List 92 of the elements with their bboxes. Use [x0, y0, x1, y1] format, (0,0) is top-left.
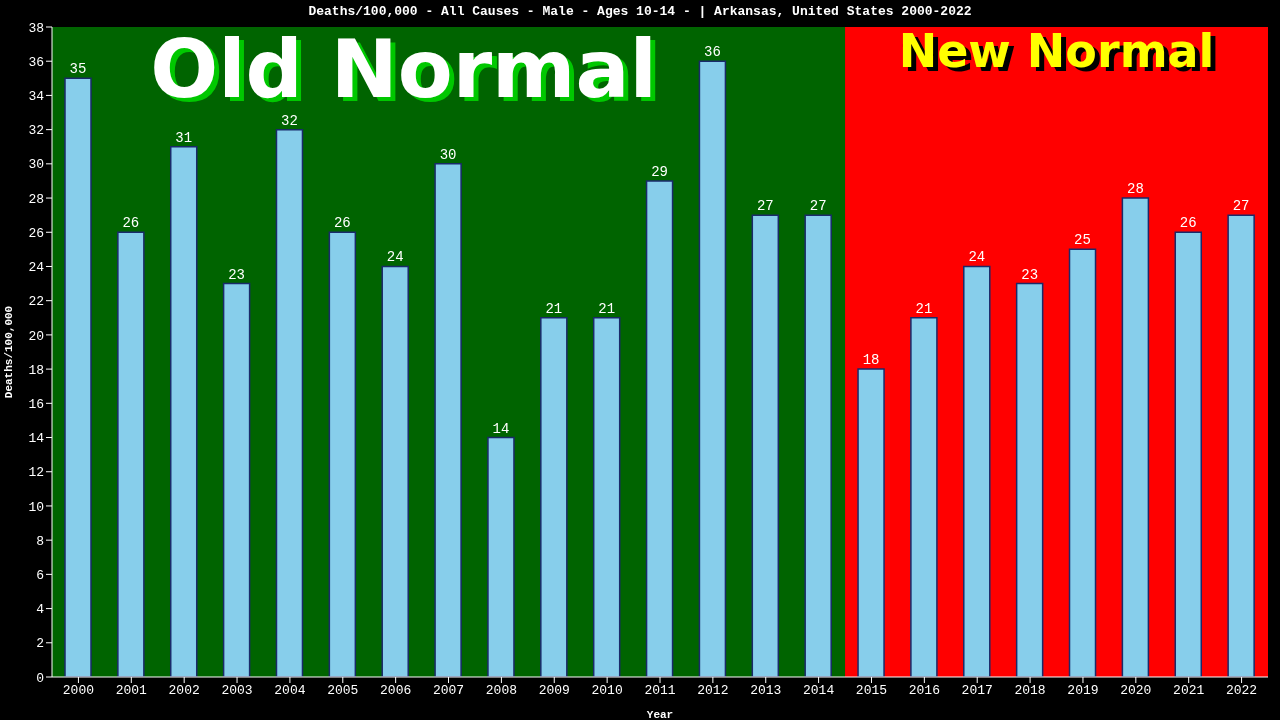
- x-tick-label: 2008: [485, 683, 517, 699]
- bar: [1227, 214, 1255, 677]
- bar: [1068, 248, 1097, 677]
- bar: [328, 231, 357, 677]
- data-label: 24: [386, 249, 404, 266]
- bar: [804, 214, 832, 677]
- y-tick-label: 8: [36, 533, 44, 549]
- y-tick-label: 20: [28, 328, 44, 344]
- data-label: 36: [704, 44, 721, 61]
- bar: [117, 231, 145, 677]
- bar: [645, 180, 674, 677]
- x-tick-label: 2006: [380, 683, 412, 699]
- y-tick-label: 6: [36, 567, 44, 583]
- bar: [381, 265, 409, 677]
- y-tick-label: 10: [28, 499, 44, 515]
- x-tick-label: 2011: [644, 683, 676, 699]
- y-tick-label: 38: [28, 20, 44, 36]
- data-label: 18: [862, 352, 880, 369]
- y-tick-label: 24: [28, 260, 45, 276]
- y-tick-label: 12: [28, 465, 44, 481]
- bar: [592, 317, 621, 677]
- y-tick-label: 0: [36, 670, 44, 686]
- x-tick-label: 2000: [62, 683, 95, 699]
- y-tick-label: 30: [28, 157, 44, 173]
- data-label: 21: [545, 300, 563, 317]
- y-tick-label: 32: [28, 123, 44, 139]
- x-tick-label: 2016: [908, 683, 940, 699]
- x-tick-label: 2014: [803, 683, 835, 699]
- bar: [275, 128, 304, 677]
- x-tick-label: 2021: [1173, 683, 1205, 699]
- bar: [698, 60, 727, 677]
- data-label: 26: [333, 215, 351, 232]
- data-label: 21: [598, 300, 616, 317]
- x-tick-label: 2007: [432, 683, 465, 699]
- data-label: 14: [492, 420, 510, 437]
- y-tick-label: 36: [28, 54, 44, 70]
- data-label: 27: [756, 198, 774, 215]
- y-tick-label: 18: [28, 362, 44, 378]
- bar: [434, 163, 462, 677]
- y-tick-label: 28: [28, 191, 44, 207]
- data-label: 23: [228, 266, 246, 283]
- x-tick-label: 2022: [1225, 683, 1258, 699]
- x-tick-label: 2015: [855, 683, 888, 699]
- y-tick-label: 34: [28, 89, 45, 105]
- x-tick-label: 2004: [274, 683, 306, 699]
- x-tick-label: 2012: [697, 683, 729, 699]
- y-tick-label: 2: [36, 636, 44, 652]
- y-tick-label: 4: [36, 602, 45, 618]
- bar: [857, 368, 885, 677]
- y-tick-label: 22: [28, 294, 44, 310]
- data-label: 27: [1232, 198, 1250, 215]
- bar: [1174, 231, 1203, 677]
- data-label: 26: [1179, 215, 1197, 232]
- x-tick-label: 2003: [221, 683, 253, 699]
- y-tick-label: 16: [28, 396, 44, 412]
- bar: [64, 77, 92, 677]
- bar: [487, 436, 515, 677]
- data-label: 21: [915, 300, 933, 317]
- data-label: 31: [175, 129, 193, 146]
- bar: [963, 265, 991, 677]
- data-label: 27: [809, 198, 827, 215]
- bar: [1015, 282, 1044, 677]
- bar: [910, 317, 938, 677]
- x-tick-label: 2002: [168, 683, 200, 699]
- x-tick-label: 2020: [1120, 683, 1152, 699]
- x-tick-label: 2010: [591, 683, 623, 699]
- x-tick-label: 2018: [1014, 683, 1046, 699]
- data-label: 32: [281, 112, 298, 129]
- y-axis-title: Deaths/100,000: [2, 305, 15, 399]
- data-label: 23: [1021, 266, 1039, 283]
- bar: [1121, 197, 1150, 677]
- data-label: 26: [122, 215, 140, 232]
- bar: [540, 317, 568, 677]
- data-label: 28: [1126, 181, 1144, 198]
- x-axis-title: Year: [646, 709, 674, 720]
- x-tick-label: 2019: [1067, 683, 1099, 699]
- data-label: 25: [1074, 232, 1091, 249]
- data-label: 29: [651, 163, 668, 180]
- y-tick-label: 26: [28, 225, 44, 241]
- data-label: 24: [968, 249, 986, 266]
- bar: [169, 145, 198, 677]
- x-tick-label: 2005: [327, 683, 359, 699]
- x-tick-label: 2001: [115, 683, 148, 699]
- data-label: 35: [69, 61, 87, 78]
- x-tick-label: 2009: [538, 683, 570, 699]
- bar: [222, 282, 251, 677]
- bar: [751, 214, 780, 677]
- y-tick-label: 14: [28, 431, 45, 447]
- x-tick-label: 2017: [961, 683, 993, 699]
- x-tick-label: 2013: [750, 683, 782, 699]
- chart-title: Deaths/100,000 - All Causes - Male - Ages 10-14 - | Arkansas, United States 2000-2022: [307, 4, 973, 19]
- data-label: 30: [439, 146, 457, 163]
